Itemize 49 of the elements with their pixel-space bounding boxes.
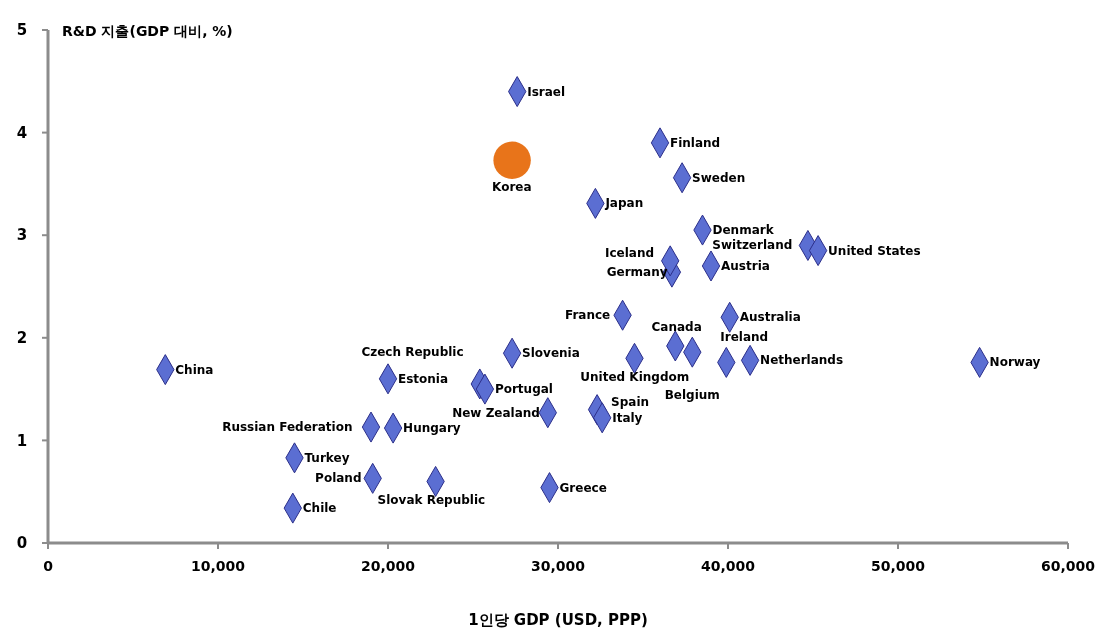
y-tick-label: 2 (16, 329, 28, 348)
annotation: Chile (302, 501, 337, 516)
x-tick-label: 60,000 (1040, 558, 1096, 574)
annotation: Ireland (720, 330, 769, 345)
annotation: Korea (492, 180, 532, 195)
annotation: Belgium (664, 388, 720, 403)
y-axis-title: R&D 지출(GDP 대비, %) (62, 23, 233, 39)
x-tick-label: 30,000 (530, 558, 586, 574)
y-tick-label: 0 (16, 534, 28, 553)
annotation: Iceland (605, 245, 655, 260)
x-tick-label: 10,000 (190, 558, 246, 574)
annotation: Slovak Republic (377, 493, 486, 508)
annotation: Estonia (398, 371, 449, 386)
annotation: New Zealand (452, 405, 540, 420)
annotation: United States (828, 243, 921, 258)
annotation: Hungary (403, 421, 461, 436)
annotation: Greece (559, 480, 607, 495)
annotation: Portugal (494, 382, 553, 397)
x-tick-label: 40,000 (700, 558, 756, 574)
annotation: Switzerland (712, 238, 793, 253)
annotation: Russian Federation (222, 420, 353, 435)
annotation: Czech Republic (361, 344, 464, 359)
y-tick-label: 5 (16, 21, 28, 40)
y-tick-label: 1 (16, 431, 28, 450)
y-tick-label: 3 (16, 226, 28, 245)
point (493, 141, 531, 179)
annotation: China (175, 362, 214, 377)
annotation: Slovenia (522, 346, 580, 361)
annotation: Netherlands (760, 353, 844, 368)
annotation: Israel (527, 84, 566, 99)
y-tick-label: 4 (16, 123, 28, 142)
annotation: Turkey (304, 450, 350, 465)
x-tick-label: 20,000 (360, 558, 416, 574)
annotation: France (565, 308, 611, 323)
x-tick-label: 0 (43, 558, 54, 574)
annotation: United Kingdom (580, 370, 690, 385)
annotation: Spain (611, 394, 650, 409)
annotation: Canada (651, 320, 702, 335)
annotation: Poland (315, 471, 362, 486)
annotation: Italy (612, 410, 643, 425)
annotation: Sweden (692, 170, 746, 185)
x-tick-label: 50,000 (870, 558, 926, 574)
annotation: Finland (670, 135, 721, 150)
annotation: Austria (721, 258, 770, 273)
x-axis-title: 1인당 GDP (USD, PPP) (468, 611, 648, 629)
annotation: Denmark (712, 223, 775, 238)
annotation: Australia (739, 310, 801, 325)
annotation: Norway (989, 355, 1041, 370)
annotation: Japan (604, 196, 644, 211)
